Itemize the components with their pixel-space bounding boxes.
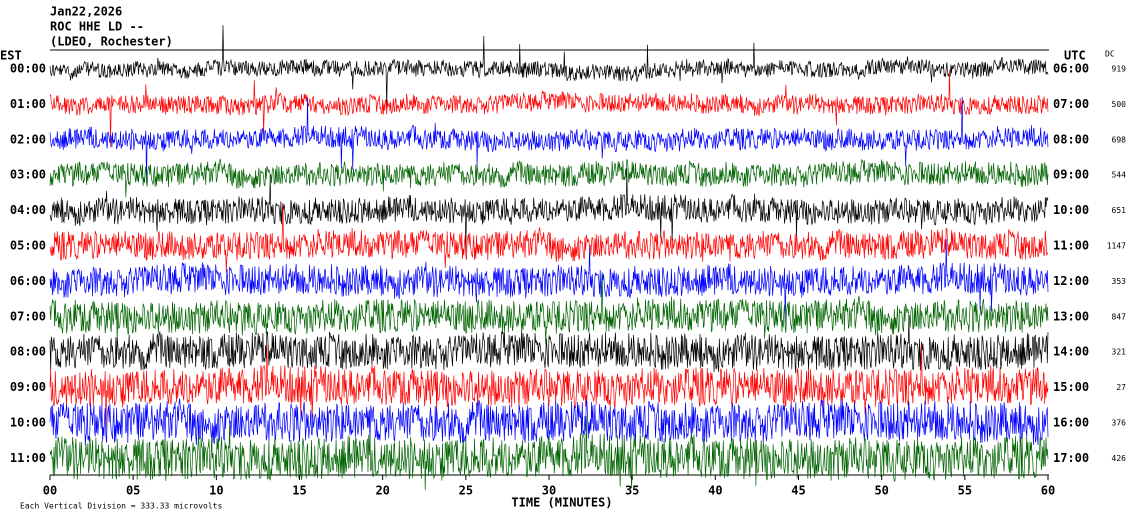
x-tick-label: 00 — [43, 484, 57, 498]
dc-value: 321 — [1112, 348, 1127, 357]
utc-label: 14:00 — [1053, 345, 1089, 359]
est-label: 04:00 — [10, 203, 46, 217]
x-tick-label: 55 — [958, 484, 972, 498]
x-tick-label: 40 — [708, 484, 722, 498]
x-tick-label: 60 — [1041, 484, 1055, 498]
x-tick-label: 45 — [791, 484, 805, 498]
trace — [49, 25, 1049, 107]
traces — [49, 25, 1049, 491]
est-label: 06:00 — [10, 274, 46, 288]
est-label: 05:00 — [10, 239, 46, 253]
utc-label: 08:00 — [1053, 132, 1089, 146]
utc-label: 11:00 — [1053, 239, 1089, 253]
x-tick-label: 50 — [874, 484, 888, 498]
dc-value: 847 — [1112, 312, 1127, 321]
est-label: 08:00 — [10, 345, 46, 359]
trace — [49, 344, 1049, 430]
utc-label: 06:00 — [1053, 62, 1089, 76]
dc-value: 376 — [1112, 419, 1127, 428]
dc-value: 651 — [1112, 206, 1127, 215]
x-tick-label: 05 — [126, 484, 140, 498]
utc-label: 16:00 — [1053, 416, 1089, 430]
trace — [49, 238, 1049, 324]
utc-label: 13:00 — [1053, 309, 1089, 323]
trace — [49, 273, 1049, 345]
trace — [49, 69, 1049, 147]
est-label: 07:00 — [10, 309, 46, 323]
x-tick-label: 25 — [459, 484, 473, 498]
dc-value: 353 — [1112, 277, 1127, 286]
dc-value: 500 — [1112, 100, 1127, 109]
date: Jan22,2026 — [50, 5, 122, 19]
x-tick-label: 35 — [625, 484, 639, 498]
utc-label: 15:00 — [1053, 380, 1089, 394]
x-tick-label: 20 — [375, 484, 389, 498]
trace — [49, 202, 1049, 273]
dc-value: 27 — [1116, 383, 1126, 392]
x-tick-label: 10 — [209, 484, 223, 498]
trace — [49, 158, 1049, 198]
trace — [49, 317, 1049, 374]
x-tick-label: 30 — [542, 484, 556, 498]
left-zone: EST — [0, 49, 22, 63]
utc-label: 09:00 — [1053, 168, 1089, 182]
right-zone: UTC — [1064, 49, 1086, 63]
est-label: 01:00 — [10, 97, 46, 111]
est-label: 02:00 — [10, 132, 46, 146]
trace — [49, 415, 1049, 491]
est-label: 09:00 — [10, 380, 46, 394]
dc-value: 1147 — [1107, 242, 1126, 251]
utc-label: 17:00 — [1053, 451, 1089, 465]
location: (LDEO, Rochester) — [50, 35, 173, 49]
est-label: 10:00 — [10, 416, 46, 430]
est-label: 00:00 — [10, 62, 46, 76]
utc-label: 10:00 — [1053, 203, 1089, 217]
est-label: 03:00 — [10, 168, 46, 182]
dc-value: 698 — [1112, 135, 1127, 144]
footer: Each Vertical Division = 333.33 microvol… — [20, 502, 222, 511]
station: ROC HHE LD -- — [50, 20, 144, 34]
x-tick-label: 15 — [292, 484, 306, 498]
dc-value: 544 — [1112, 171, 1127, 180]
x-axis-label: TIME (MINUTES) — [511, 496, 612, 510]
trace — [49, 96, 1049, 182]
trace — [49, 168, 1049, 253]
dc-value: 426 — [1112, 454, 1127, 463]
utc-label: 12:00 — [1053, 274, 1089, 288]
est-label: 11:00 — [10, 451, 46, 465]
dc-value: 919 — [1112, 65, 1127, 74]
dc-label: DC — [1105, 50, 1115, 59]
utc-label: 07:00 — [1053, 97, 1089, 111]
